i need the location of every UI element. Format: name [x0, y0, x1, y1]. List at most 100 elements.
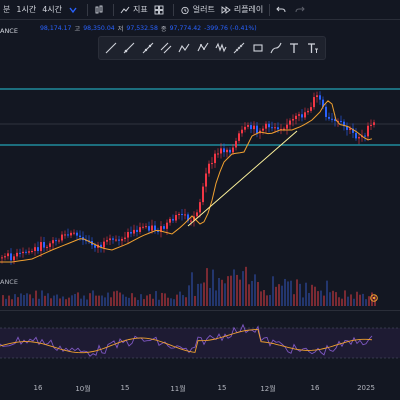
volume-bar — [104, 297, 106, 306]
candle-body — [346, 126, 348, 130]
volume-bar — [53, 295, 55, 306]
candle-body — [175, 215, 177, 221]
channel-tool[interactable] — [159, 41, 173, 55]
ray-tool[interactable] — [122, 41, 136, 55]
trendline-tool-icon — [105, 42, 117, 54]
volume-bar — [17, 297, 19, 306]
time-axis-tick: 16 — [33, 384, 43, 392]
rectangle-tool[interactable] — [251, 41, 265, 55]
trendline-tool[interactable] — [104, 41, 118, 55]
price-chart-pane[interactable] — [0, 60, 400, 308]
volume-bar — [182, 295, 184, 306]
open-value: 98,174.17 — [40, 24, 72, 32]
brush-tool[interactable] — [269, 41, 283, 55]
extended-line-tool[interactable] — [141, 41, 155, 55]
volume-bar — [95, 295, 97, 306]
candle-body — [4, 256, 6, 258]
volume-bar — [368, 296, 370, 306]
volume-bar — [359, 294, 361, 306]
volume-bar — [356, 291, 358, 306]
volume-bar — [200, 283, 202, 306]
indicators-icon — [120, 6, 130, 13]
alert-button[interactable]: 얼러트 — [177, 0, 218, 20]
candle-body — [121, 238, 123, 241]
candle-body — [67, 234, 69, 236]
volume-bar — [5, 298, 7, 306]
volume-bar — [344, 290, 346, 306]
candle-body — [226, 149, 228, 153]
layout-button[interactable] — [151, 0, 170, 20]
pane-divider[interactable] — [0, 310, 400, 311]
volume-bar — [194, 295, 196, 306]
volume-bar — [185, 297, 187, 306]
candle-body — [370, 124, 372, 126]
candle-body — [289, 120, 291, 125]
interval-4h[interactable]: 4시간 — [42, 5, 62, 14]
text-size-tool[interactable] — [306, 41, 320, 55]
candle-body — [148, 226, 150, 231]
volume-bar — [170, 298, 172, 306]
undo-button[interactable] — [273, 0, 292, 20]
change-value: -399.76 (-0.41%) — [204, 24, 257, 32]
chevron-down-icon — [69, 7, 77, 13]
candle-body — [1, 257, 3, 259]
volume-bar — [212, 269, 214, 306]
volume-bar — [251, 280, 253, 306]
candle-body — [343, 121, 345, 127]
ohlc-row: 98,174.17 고 98,350.04 저 97,532.58 종 97,7… — [40, 22, 260, 34]
volume-bar — [263, 289, 265, 306]
rsi-pane[interactable] — [0, 312, 400, 374]
volume-bar — [317, 291, 319, 306]
volume-bar — [164, 293, 166, 306]
volume-bar — [188, 285, 190, 306]
volume-bar — [320, 290, 322, 306]
interval-minutes[interactable]: 분 — [3, 5, 11, 14]
candle-body — [142, 226, 144, 228]
candle-body — [172, 218, 174, 221]
candle-body — [133, 229, 135, 234]
volume-bar — [98, 295, 100, 306]
volume-bar — [8, 295, 10, 306]
volume-bar — [332, 290, 334, 306]
candle-body — [367, 125, 369, 137]
volume-bar — [38, 298, 40, 306]
volume-bar — [56, 294, 58, 306]
indicators-button[interactable]: 지표 — [117, 0, 151, 20]
layout-icon — [154, 5, 164, 14]
interval-1h[interactable]: 1시간 — [16, 5, 37, 14]
chart-type-button[interactable] — [91, 0, 110, 20]
replay-button[interactable]: 리플레이 — [218, 0, 266, 20]
settings-gear-icon[interactable] — [369, 293, 379, 303]
volume-bar — [62, 296, 64, 306]
candle-body — [358, 137, 360, 139]
rsi-band-background — [0, 328, 400, 358]
volume-bar — [86, 299, 88, 306]
candle-body — [262, 128, 264, 131]
pattern-tool[interactable] — [214, 41, 228, 55]
measure-tool[interactable] — [232, 41, 246, 55]
candle-body — [229, 149, 231, 153]
polyline-tool[interactable] — [196, 41, 210, 55]
text-tool[interactable] — [287, 41, 301, 55]
volume-bar — [173, 299, 175, 306]
volume-bar — [143, 299, 145, 306]
candle-body — [232, 147, 234, 153]
interval-dropdown[interactable] — [65, 0, 84, 20]
time-axis[interactable]: 16 10월 15 11월 15 12월 16 2025 — [0, 380, 400, 400]
candle-body — [100, 244, 102, 248]
volume-bar — [107, 292, 109, 306]
volume-bar — [11, 299, 13, 306]
volume-bar — [272, 276, 274, 306]
candle-body — [253, 125, 255, 130]
path-tool[interactable] — [177, 41, 191, 55]
candle-body — [184, 214, 186, 216]
time-axis-tick: 10월 — [75, 385, 91, 393]
volume-bar — [329, 292, 331, 306]
candle-body — [280, 128, 282, 130]
candle-body — [85, 240, 87, 242]
volume-bar — [323, 295, 325, 306]
time-axis-tick: 16 — [310, 384, 320, 392]
brush-tool-icon — [270, 42, 282, 54]
redo-button[interactable] — [292, 0, 311, 20]
candle-body — [145, 226, 147, 228]
